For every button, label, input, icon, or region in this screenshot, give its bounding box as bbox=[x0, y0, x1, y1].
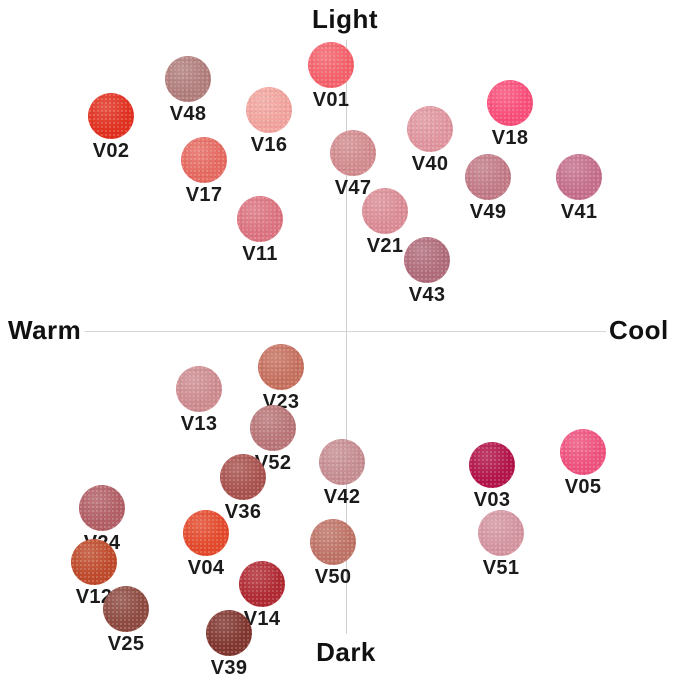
swatch-label-v14: V14 bbox=[243, 608, 281, 630]
swatch-v18 bbox=[487, 80, 533, 126]
swatch-v50 bbox=[310, 519, 356, 565]
swatch-label-v50: V50 bbox=[314, 566, 352, 588]
swatch-label-v01: V01 bbox=[312, 89, 350, 111]
swatch-v21 bbox=[362, 188, 408, 234]
swatch-v04 bbox=[183, 510, 229, 556]
swatch-label-v18: V18 bbox=[491, 127, 529, 149]
swatch-label-v49: V49 bbox=[469, 201, 507, 223]
swatch-label-v21: V21 bbox=[366, 235, 404, 257]
swatch-label-v42: V42 bbox=[323, 486, 361, 508]
swatch-v24 bbox=[79, 485, 125, 531]
swatch-v13 bbox=[176, 366, 222, 412]
swatch-label-v04: V04 bbox=[187, 557, 225, 579]
swatch-v51 bbox=[478, 510, 524, 556]
swatch-v23 bbox=[258, 344, 304, 390]
horizontal-axis-line bbox=[85, 331, 606, 332]
swatch-v41 bbox=[556, 154, 602, 200]
swatch-label-v47: V47 bbox=[334, 177, 372, 199]
swatch-label-v41: V41 bbox=[560, 201, 598, 223]
axis-label-light: Light bbox=[311, 4, 379, 34]
swatch-label-v40: V40 bbox=[411, 153, 449, 175]
swatch-v05 bbox=[560, 429, 606, 475]
swatch-v39 bbox=[206, 610, 252, 656]
swatch-label-v43: V43 bbox=[408, 284, 446, 306]
swatch-label-v17: V17 bbox=[185, 184, 223, 206]
swatch-v42 bbox=[319, 439, 365, 485]
axis-label-warm: Warm bbox=[8, 315, 82, 345]
swatch-label-v12: V12 bbox=[75, 586, 113, 608]
swatch-v12 bbox=[71, 539, 117, 585]
swatch-label-v03: V03 bbox=[473, 489, 511, 511]
swatch-v14 bbox=[239, 561, 285, 607]
axis-label-dark: Dark bbox=[316, 637, 376, 667]
swatch-v47 bbox=[330, 130, 376, 176]
swatch-v11 bbox=[237, 196, 283, 242]
swatch-v01 bbox=[308, 42, 354, 88]
swatch-label-v05: V05 bbox=[564, 476, 602, 498]
swatch-label-v25: V25 bbox=[107, 633, 145, 655]
swatch-v25 bbox=[103, 586, 149, 632]
swatch-v17 bbox=[181, 137, 227, 183]
axis-label-cool: Cool bbox=[609, 315, 669, 345]
swatch-label-v48: V48 bbox=[169, 103, 207, 125]
swatch-label-v51: V51 bbox=[482, 557, 520, 579]
swatch-v16 bbox=[246, 87, 292, 133]
swatch-label-v13: V13 bbox=[180, 413, 218, 435]
swatch-label-v16: V16 bbox=[250, 134, 288, 156]
swatch-v52 bbox=[250, 405, 296, 451]
swatch-label-v36: V36 bbox=[224, 501, 262, 523]
swatch-v40 bbox=[407, 106, 453, 152]
swatch-v03 bbox=[469, 442, 515, 488]
swatch-v02 bbox=[88, 93, 134, 139]
swatch-v49 bbox=[465, 154, 511, 200]
swatch-v43 bbox=[404, 237, 450, 283]
swatch-label-v02: V02 bbox=[92, 140, 130, 162]
swatch-label-v11: V11 bbox=[242, 243, 278, 265]
swatch-label-v39: V39 bbox=[210, 657, 248, 679]
swatch-v48 bbox=[165, 56, 211, 102]
swatch-v36 bbox=[220, 454, 266, 500]
vertical-axis-line bbox=[346, 40, 347, 634]
